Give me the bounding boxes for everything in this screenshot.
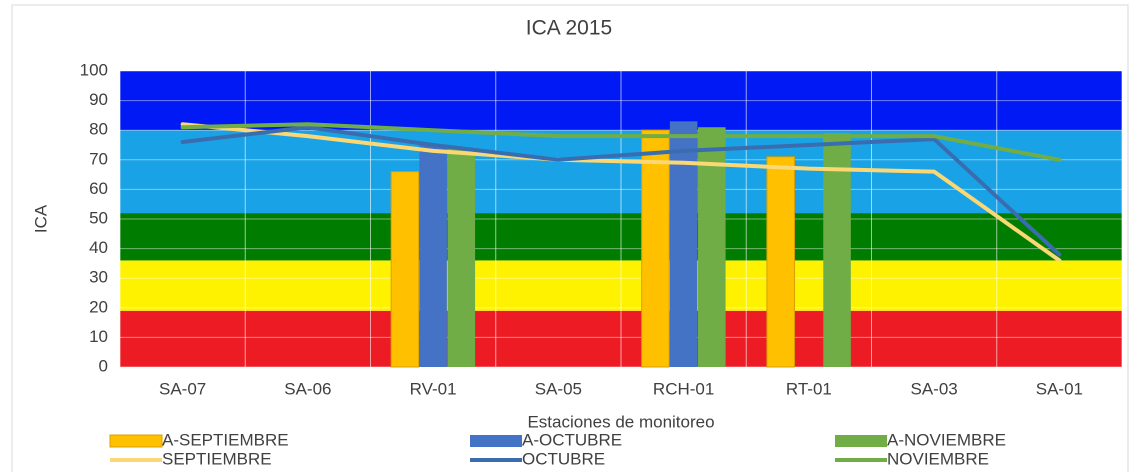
bar xyxy=(823,133,851,367)
legend-swatch xyxy=(109,434,163,448)
bar xyxy=(698,127,726,368)
legend-label: OCTUBRE xyxy=(522,449,605,468)
line xyxy=(180,122,1062,263)
bar xyxy=(766,156,795,368)
legend-label: A-NOVIEMBRE xyxy=(887,430,1006,449)
y-tick-label: 40 xyxy=(89,238,108,257)
legend-label: A-SEPTIEMBRE xyxy=(162,430,289,449)
y-tick-label: 50 xyxy=(89,208,108,227)
line xyxy=(180,122,1062,162)
chart-title: ICA 2015 xyxy=(526,17,612,40)
y-tick-label: 60 xyxy=(89,179,108,198)
legend-swatch xyxy=(470,435,522,447)
y-tick-label: 10 xyxy=(89,327,108,346)
bar xyxy=(447,147,476,367)
line xyxy=(180,125,1062,257)
x-tick-label: SA-03 xyxy=(911,379,958,398)
y-tick-label: 100 xyxy=(80,60,108,79)
y-tick-label: 70 xyxy=(89,149,108,168)
legend-swatch xyxy=(835,435,887,447)
x-tick-label: RT-01 xyxy=(786,379,832,398)
y-tick-label: 80 xyxy=(89,120,108,139)
bar xyxy=(641,129,670,368)
legend-label: A-OCTUBRE xyxy=(522,430,622,449)
x-tick-label: RV-01 xyxy=(410,379,457,398)
x-tick-label: SA-05 xyxy=(535,379,582,398)
bar xyxy=(419,145,447,367)
legend-label: NOVIEMBRE xyxy=(887,449,989,468)
x-tick-label: SA-01 xyxy=(1036,379,1083,398)
x-tick-label: SA-06 xyxy=(284,379,331,398)
legend-label: SEPTIEMBRE xyxy=(162,449,272,468)
bar xyxy=(669,121,698,367)
x-tick-label: SA-07 xyxy=(159,379,206,398)
y-axis-label: ICA xyxy=(31,204,50,233)
x-tick-label: RCH-01 xyxy=(653,379,714,398)
x-axis-label: Estaciones de monitoreo xyxy=(527,412,714,431)
y-tick-label: 20 xyxy=(89,297,108,316)
bar xyxy=(390,171,420,368)
y-tick-label: 0 xyxy=(99,356,108,375)
y-tick-label: 30 xyxy=(89,268,108,287)
y-tick-label: 90 xyxy=(89,90,108,109)
